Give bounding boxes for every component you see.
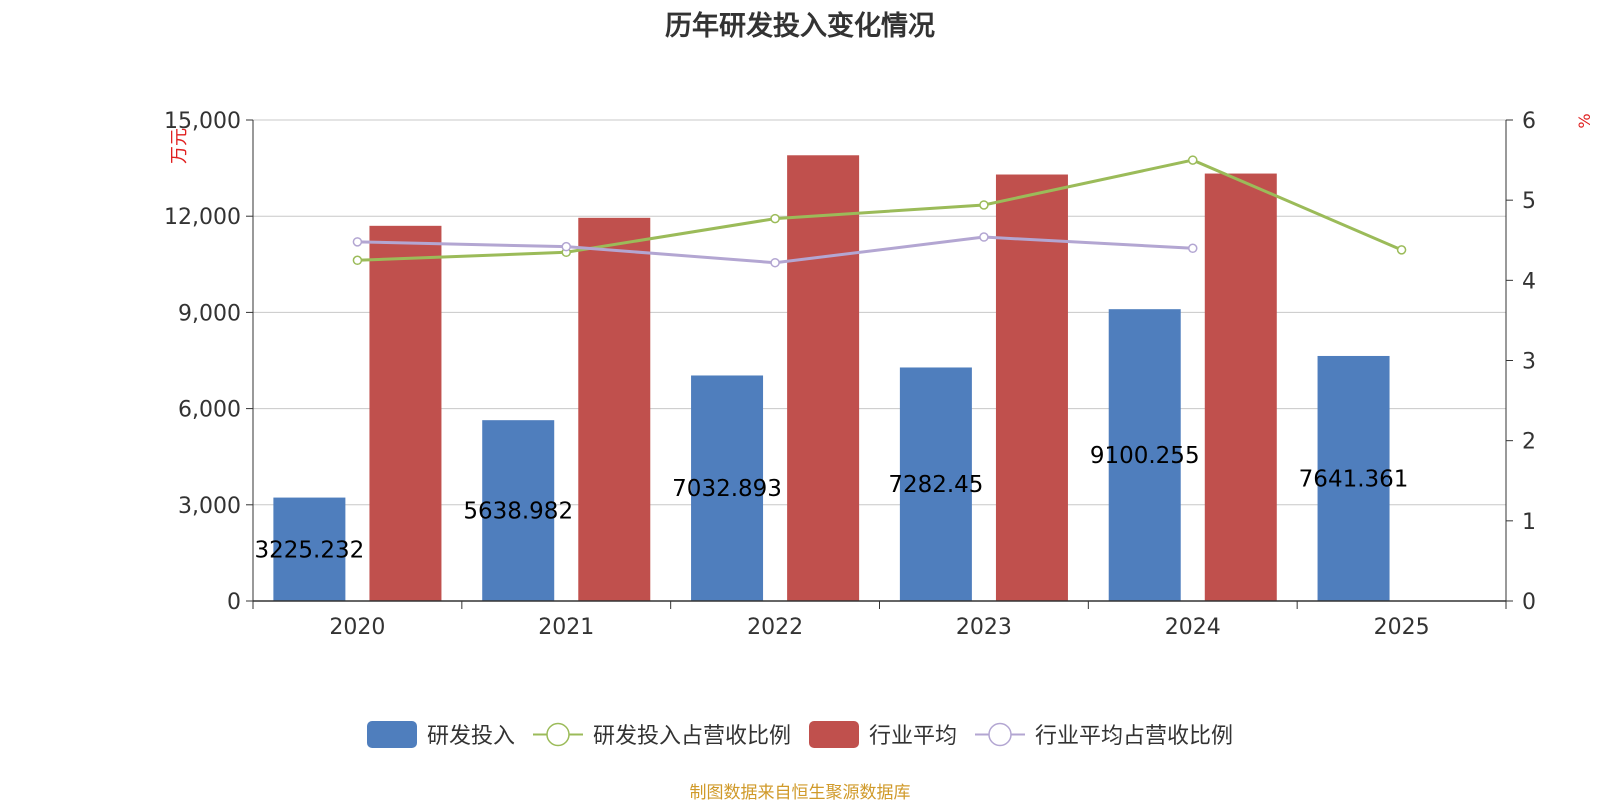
y-left-tick-label: 12,000 bbox=[164, 205, 241, 230]
y-right-tick-label: 3 bbox=[1522, 350, 1536, 375]
point-rd-ratio bbox=[352, 255, 363, 266]
bar-industry-avg bbox=[369, 225, 442, 601]
legend-label: 研发投入占营收比例 bbox=[592, 724, 791, 749]
legend-swatch bbox=[366, 720, 417, 748]
bar-rd-invest bbox=[1108, 309, 1181, 601]
legend-item-industry-ratio[interactable]: 行业平均占营收比例 bbox=[975, 718, 1233, 750]
bar-rd-invest bbox=[1317, 355, 1390, 601]
legend-marker bbox=[988, 722, 1012, 746]
lines bbox=[352, 155, 1407, 268]
legend-item-rd-invest[interactable]: 研发投入 bbox=[366, 718, 515, 750]
chart-title: 历年研发投入变化情况 bbox=[665, 11, 935, 42]
point-rd-ratio bbox=[979, 200, 989, 210]
axes: 0 3,000 6,000 9,000 12,000 15,000 0 1 2 3 4 5 6 万元% 20… bbox=[164, 109, 1594, 640]
point-industry-ratio bbox=[352, 237, 363, 247]
x-tick-label: 2020 bbox=[329, 615, 385, 640]
bar-value-label: 9100.255 bbox=[1090, 443, 1200, 469]
bar-rd-invest bbox=[482, 420, 555, 601]
bar-industry-avg bbox=[578, 217, 651, 601]
point-rd-ratio bbox=[1188, 155, 1198, 165]
y-left-tick-label: 3,000 bbox=[178, 494, 241, 519]
legend-label: 研发投入 bbox=[426, 724, 515, 749]
legend-item-industry-avg[interactable]: 行业平均 bbox=[809, 718, 957, 750]
source-note: 制图数据来自恒生聚源数据库 bbox=[689, 783, 911, 803]
y-right-tick-label: 4 bbox=[1522, 269, 1536, 294]
legend-marker bbox=[546, 722, 570, 746]
bar-rd-invest bbox=[899, 367, 972, 601]
y-right-tick-label: 6 bbox=[1522, 109, 1536, 134]
x-tick-label: 2023 bbox=[956, 615, 1012, 640]
bar-industry-avg bbox=[1204, 173, 1277, 601]
legend-label: 行业平均 bbox=[869, 724, 958, 749]
data-labels: 3225.232 5638.982 7032.893 7282.45 9100.255 7… bbox=[255, 443, 1409, 563]
x-tick-label: 2021 bbox=[538, 615, 594, 640]
y-right-tick-label: 2 bbox=[1522, 430, 1536, 455]
bar-industry-avg bbox=[787, 155, 860, 602]
y-right-tick-label: 5 bbox=[1522, 189, 1536, 214]
point-industry-ratio bbox=[770, 257, 780, 268]
legend-item-rd-ratio[interactable]: 研发投入占营收比例 bbox=[532, 718, 791, 750]
legend-swatch bbox=[532, 722, 583, 746]
bar-value-label: 7032.893 bbox=[672, 476, 782, 502]
legend-swatch bbox=[975, 722, 1026, 746]
bars bbox=[273, 155, 1390, 602]
bar-industry-avg bbox=[995, 174, 1068, 601]
x-tick-label: 2025 bbox=[1374, 615, 1430, 640]
y-right-axis-label: % bbox=[1575, 113, 1594, 128]
bar-rd-invest bbox=[691, 375, 764, 601]
y-left-axis-label: 万元 bbox=[169, 128, 190, 164]
point-industry-ratio bbox=[561, 241, 571, 252]
point-industry-ratio bbox=[979, 232, 989, 242]
x-tick-label: 2022 bbox=[747, 615, 803, 640]
y-left-tick-label: 9,000 bbox=[178, 301, 241, 326]
bar-value-label: 3225.232 bbox=[255, 537, 365, 563]
y-left-tick-label: 0 bbox=[227, 590, 241, 615]
y-left-tick-label: 6,000 bbox=[178, 398, 241, 423]
grid-lines bbox=[253, 119, 1506, 506]
legend: 研发投入 研发投入占营收比例 行业平均 行业平均占营收比例 bbox=[0, 718, 1600, 750]
bar-value-label: 5638.982 bbox=[463, 499, 573, 525]
bar-value-label: 7641.361 bbox=[1299, 466, 1409, 492]
bar-value-label: 7282.45 bbox=[888, 472, 983, 498]
y-right-tick-label: 1 bbox=[1522, 510, 1536, 535]
legend-swatch bbox=[809, 720, 859, 748]
chart-plot: 0 3,000 6,000 9,000 12,000 15,000 0 1 2 3 4 5 6 万元% 20… bbox=[164, 109, 1594, 640]
y-left-tick-label: 15,000 bbox=[164, 109, 241, 134]
point-rd-ratio bbox=[1396, 245, 1407, 255]
y-right-tick-label: 0 bbox=[1522, 590, 1536, 615]
point-rd-ratio bbox=[770, 213, 780, 224]
legend-label: 行业平均占营收比例 bbox=[1035, 724, 1234, 749]
point-industry-ratio bbox=[1188, 243, 1198, 254]
x-tick-label: 2024 bbox=[1165, 615, 1221, 640]
line-rd-ratio bbox=[357, 158, 1403, 262]
bar-rd-invest bbox=[273, 497, 346, 601]
